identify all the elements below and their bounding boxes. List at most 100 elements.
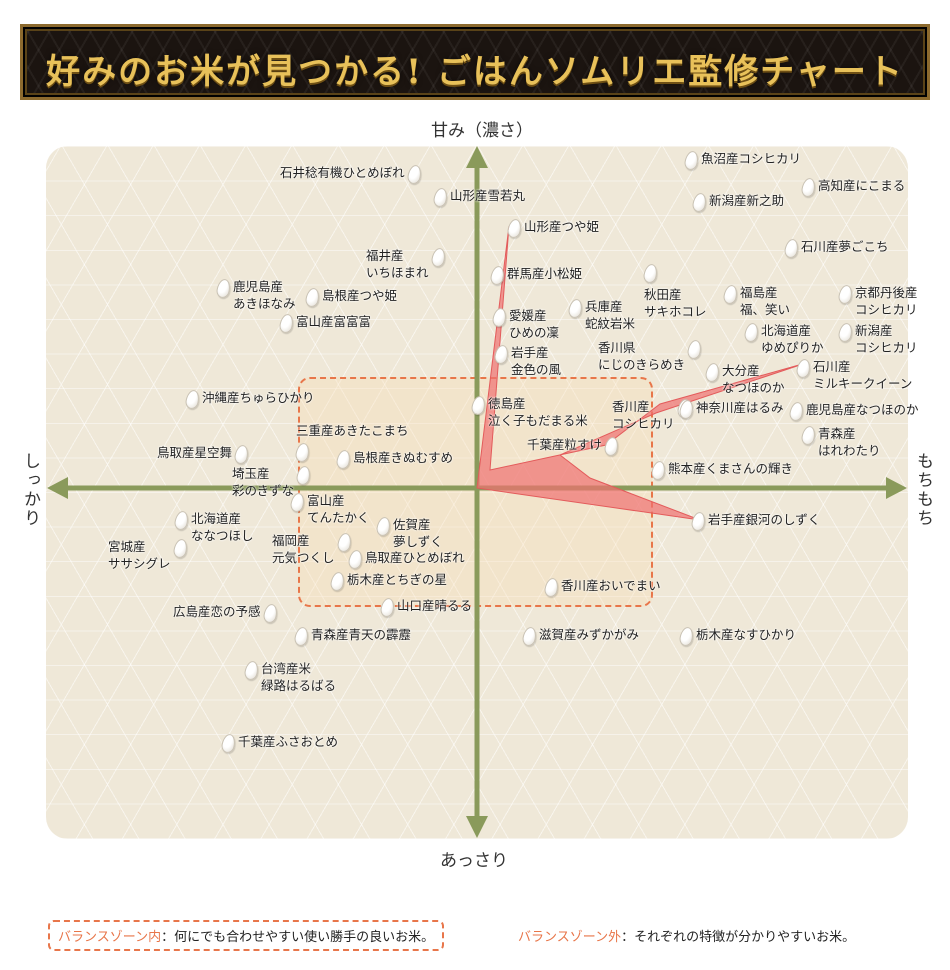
rice-variety-label: 島根産つや姫	[322, 288, 398, 303]
axes	[47, 146, 907, 838]
rice-variety-label: 北海道産 ななつほし	[191, 511, 254, 543]
rice-variety-label: 青森産青天の霹靂	[311, 627, 412, 642]
rice-variety-label: 香川産おいでまい	[561, 578, 661, 593]
rice-variety-item: 山口産晴るる	[379, 596, 472, 619]
rice-variety-item: 鳥取産ひとめぼれ	[347, 548, 465, 571]
rice-variety-item: 栃木産なすひかり	[678, 625, 797, 648]
rice-grain-icon	[603, 435, 620, 458]
rice-variety-item: 福岡産 元気つくし	[272, 531, 353, 566]
rice-variety-label: 島根産きぬむすめ	[353, 450, 454, 465]
rice-grain-icon	[293, 625, 310, 648]
rice-grain-icon	[678, 398, 695, 421]
rice-grain-icon	[704, 361, 721, 384]
rice-variety-item: 鹿児島産 あきほなみ	[215, 277, 296, 312]
rice-variety-item: 島根産つや姫	[304, 286, 398, 309]
rice-variety-label: 熊本産くまさんの輝き	[668, 461, 794, 476]
axis-arrow-down	[466, 816, 488, 838]
rice-variety-item: 神奈川産はるみ	[678, 398, 784, 421]
rice-grain-icon	[795, 357, 812, 380]
rice-variety-item: 徳島産 泣く子もだまる米	[470, 394, 588, 429]
rice-grain-icon	[295, 464, 312, 487]
rice-grain-icon	[173, 509, 190, 532]
rice-variety-label: 栃木産なすひかり	[696, 627, 797, 642]
rice-variety-item: 新潟産 コシヒカリ	[837, 321, 918, 356]
rice-variety-item: 北海道産 ゆめぴりか	[743, 321, 824, 356]
rice-grain-icon	[678, 625, 695, 648]
rice-variety-label: 岩手産銀河のしずく	[708, 512, 821, 527]
rice-variety-item: 熊本産くまさんの輝き	[650, 459, 794, 482]
axis-arrow-left	[47, 477, 68, 499]
rice-variety-label: 石川産夢ごこち	[801, 239, 889, 254]
rice-variety-label: 鳥取産星空舞	[157, 445, 233, 460]
rice-variety-item: 岩手産銀河のしずく	[690, 510, 821, 533]
legend-inside: バランスゾーン内：何にでも合わせやすい使い勝手の良いお米。	[48, 920, 445, 951]
rice-variety-label: 三重産あきたこまち	[296, 423, 409, 438]
rice-grain-icon	[543, 576, 560, 599]
rice-grain-icon	[683, 149, 700, 172]
rice-variety-label: 福井産 いちほまれ	[366, 248, 429, 280]
rice-variety-label: 福島産 福、笑い	[740, 285, 791, 317]
rice-variety-item: 富山産富富富	[278, 312, 371, 335]
rice-grain-icon	[690, 510, 707, 533]
rice-variety-label: 山形産つや姫	[524, 219, 600, 234]
rice-grain-icon	[491, 306, 508, 329]
rice-variety-label: 高知産にこまる	[818, 178, 906, 193]
rice-grain-icon	[294, 441, 311, 464]
rice-grain-icon	[379, 596, 396, 619]
rice-variety-item: 石川産夢ごこち	[783, 237, 889, 260]
rice-variety-label: 福岡産 元気つくし	[272, 533, 335, 565]
rice-grain-icon	[220, 732, 237, 755]
rice-grain-icon	[470, 394, 487, 417]
rice-grain-icon	[171, 537, 189, 560]
rice-grain-icon	[335, 448, 352, 471]
rice-variety-item: 沖縄産ちゅらひかり	[184, 388, 315, 411]
rice-variety-item: 福島産 福、笑い	[722, 283, 791, 318]
rice-variety-item: 香川産おいでまい	[543, 576, 661, 599]
rice-variety-item: 宮城産 ササシグレ	[108, 537, 189, 572]
rice-variety-item: 滋賀産みずかがみ	[521, 625, 639, 648]
rice-variety-label: 徳島産 泣く子もだまる米	[488, 396, 588, 428]
rice-variety-item: 千葉産ふさおとめ	[220, 732, 338, 755]
rice-variety-label: 鳥取産ひとめぼれ	[365, 550, 465, 565]
rice-variety-label: 香川県 にじのきらめき	[598, 340, 686, 372]
rice-variety-label: 魚沼産コシヒカリ	[701, 151, 802, 166]
rice-grain-icon	[800, 176, 817, 199]
legend-outside: バランスゾーン外 ：それぞれの特徴が分かりやすいお米。	[518, 926, 855, 945]
rice-variety-item: 三重産あきたこまち	[294, 422, 409, 464]
axis-arrow-up	[466, 146, 488, 168]
rice-variety-label: 埼玉産 彩のきずな	[232, 466, 295, 498]
rice-variety-label: 山形産雪若丸	[450, 188, 526, 203]
rice-variety-item: 高知産にこまる	[800, 176, 906, 199]
rice-grain-icon	[243, 659, 260, 682]
legend-inside-box: バランスゾーン内：何にでも合わせやすい使い勝手の良いお米。	[48, 920, 445, 951]
rice-variety-label: 岩手産 金色の風	[511, 345, 562, 377]
rice-grain-icon	[493, 343, 510, 366]
rice-variety-item: 岩手産 金色の風	[493, 343, 562, 378]
rice-grain-icon	[650, 459, 667, 482]
rice-grain-icon	[278, 312, 295, 335]
rice-grain-icon	[261, 602, 279, 625]
rice-variety-label: 石川産 ミルキークイーン	[813, 359, 913, 391]
rice-variety-item: 大分産 なつほのか	[704, 361, 785, 396]
rice-grain-icon	[800, 424, 817, 447]
rice-variety-label: 新潟産 コシヒカリ	[855, 323, 918, 355]
rice-variety-label: 香川産 コシヒカリ	[612, 399, 675, 431]
rice-grain-icon	[521, 625, 538, 648]
legend-inside-key: バランスゾーン内	[58, 930, 162, 945]
rice-variety-item: 福井産 いちほまれ	[366, 246, 447, 281]
axis-right-label: もちもち	[913, 452, 933, 528]
rice-grain-icon	[215, 277, 232, 300]
rice-variety-label: 千葉産粒すけ	[527, 437, 603, 452]
rice-grain-icon	[783, 237, 800, 260]
rice-variety-item: 魚沼産コシヒカリ	[683, 149, 802, 172]
rice-grain-icon	[184, 388, 201, 411]
legend-outside-key: バランスゾーン外	[518, 930, 622, 945]
axis-bottom-label: あっさり	[440, 851, 508, 871]
rice-variety-item: 青森産 はれわたり	[800, 424, 881, 459]
rice-variety-item: 鳥取産星空舞	[157, 443, 250, 466]
rice-grain-icon	[837, 321, 854, 344]
rice-grain-icon	[375, 515, 392, 538]
rice-grain-icon	[506, 217, 523, 240]
rice-grain-icon	[788, 400, 805, 423]
